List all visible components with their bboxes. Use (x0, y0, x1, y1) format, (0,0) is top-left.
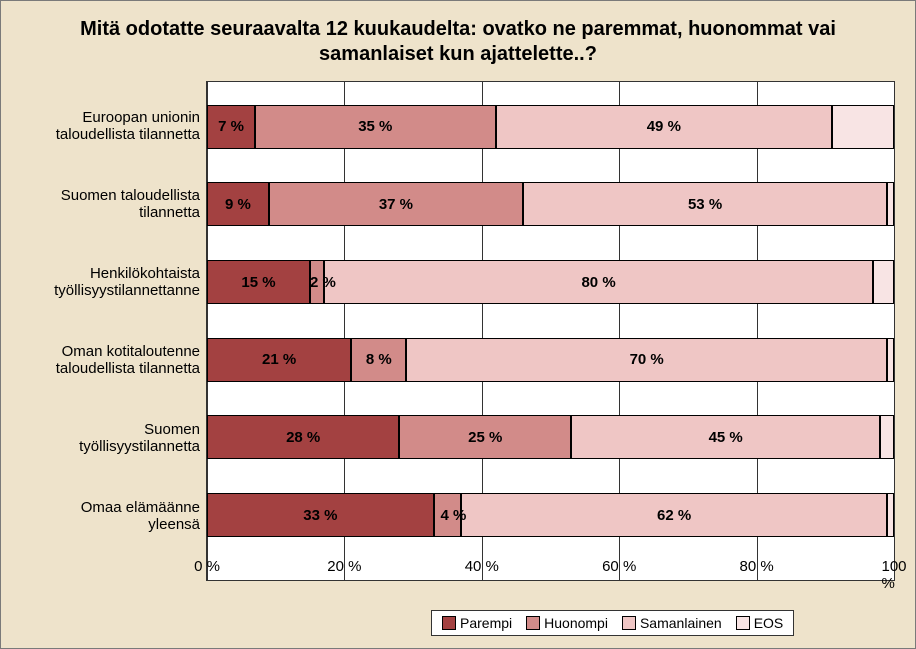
y-axis-label: Omaa elämäänneyleensä (21, 499, 206, 534)
legend: Parempi Huonompi Samanlainen EOS (431, 610, 794, 636)
bar-segment-samanlainen: 62 % (461, 493, 887, 537)
bar-segment-value: 35 % (358, 118, 392, 135)
bar-segment-value: 45 % (709, 429, 743, 446)
y-axis-labels: Euroopan unionintaloudellista tilannetta… (21, 81, 206, 581)
legend-swatch (442, 616, 456, 630)
bar-segment-value: 8 % (366, 351, 392, 368)
bar-segment-parempi: 28 % (207, 415, 399, 459)
y-axis-label: Henkilökohtaistatyöllisyystilannettanne (21, 265, 206, 300)
x-axis-tick: 60 % (602, 558, 636, 575)
bar-segment-value: 4 % (441, 507, 467, 524)
bar-segment-eos (832, 105, 894, 149)
bar-segment-huonompi: 35 % (255, 105, 495, 149)
bar-segment-samanlainen: 53 % (523, 182, 887, 226)
bar-segment-parempi: 21 % (207, 338, 351, 382)
x-axis-tick: 100 % (881, 558, 906, 592)
legend-item-samanlainen: Samanlainen (622, 615, 722, 631)
y-axis-label: Oman kotitaloutennetaloudellista tilanne… (21, 343, 206, 378)
bar-segment-value: 28 % (286, 429, 320, 446)
bar-segment-samanlainen: 49 % (496, 105, 833, 149)
bar-segment-eos (887, 338, 894, 382)
x-axis-tick: 0 % (194, 558, 220, 575)
gridline (894, 82, 895, 580)
legend-item-eos: EOS (736, 615, 784, 631)
bar-segment-value: 53 % (688, 196, 722, 213)
bar-segment-samanlainen: 45 % (571, 415, 880, 459)
bar-segment-value: 9 % (225, 196, 251, 213)
legend-label: EOS (754, 615, 784, 631)
bar-segment-eos (887, 182, 894, 226)
x-axis-tick: 80 % (739, 558, 773, 575)
bar-segment-value: 80 % (581, 274, 615, 291)
y-axis-label: Suomentyöllisyystilannetta (21, 421, 206, 456)
legend-label: Huonompi (544, 615, 608, 631)
bar-segment-value: 62 % (657, 507, 691, 524)
bar-segment-value: 70 % (630, 351, 664, 368)
bar-row: 7 % 35 % 49 % (207, 105, 894, 149)
bar-segment-parempi: 9 % (207, 182, 269, 226)
bar-segment-value: 15 % (241, 274, 275, 291)
bar-segment-value: 25 % (468, 429, 502, 446)
bar-segment-huonompi: 25 % (399, 415, 571, 459)
legend-label: Parempi (460, 615, 512, 631)
plot: Euroopan unionintaloudellista tilannetta… (21, 81, 895, 581)
chart-panel: Mitä odotatte seuraavalta 12 kuukaudelta… (0, 0, 916, 649)
bar-segment-value: 49 % (647, 118, 681, 135)
bar-segment-value: 37 % (379, 196, 413, 213)
bar-segment-samanlainen: 80 % (324, 260, 874, 304)
bar-segment-value: 33 % (303, 507, 337, 524)
y-axis-label: Suomen taloudellistatilannetta (21, 187, 206, 222)
legend-swatch (622, 616, 636, 630)
bar-row: 28 % 25 % 45 % (207, 415, 894, 459)
bar-segment-parempi: 7 % (207, 105, 255, 149)
bar-row: 9 % 37 % 53 % (207, 182, 894, 226)
bar-segment-eos (873, 260, 894, 304)
y-axis-label: Euroopan unionintaloudellista tilannetta (21, 109, 206, 144)
bar-segment-huonompi: 37 % (269, 182, 523, 226)
bar-segment-parempi: 15 % (207, 260, 310, 304)
bar-row: 15 % 2 % 80 % (207, 260, 894, 304)
bar-segment-value: 21 % (262, 351, 296, 368)
x-axis: 0 %20 %40 %60 %80 %100 % (207, 554, 894, 580)
legend-item-parempi: Parempi (442, 615, 512, 631)
legend-swatch (736, 616, 750, 630)
plot-area: 7 % 35 % 49 % 9 % 37 % 53 % 15 % 2 % 80 % 21 % 8 %… (206, 81, 895, 581)
legend-item-huonompi: Huonompi (526, 615, 608, 631)
bar-segment-parempi: 33 % (207, 493, 434, 537)
bar-row: 33 % 4 % 62 % (207, 493, 894, 537)
bar-segment-value: 2 % (310, 274, 336, 291)
bar-segment-eos (880, 415, 894, 459)
bar-segment-samanlainen: 70 % (406, 338, 887, 382)
bar-segment-huonompi: 2 % (310, 260, 324, 304)
x-axis-tick: 20 % (327, 558, 361, 575)
legend-swatch (526, 616, 540, 630)
bar-segment-huonompi: 8 % (351, 338, 406, 382)
bar-row: 21 % 8 % 70 % (207, 338, 894, 382)
bar-segment-huonompi: 4 % (434, 493, 461, 537)
chart-title: Mitä odotatte seuraavalta 12 kuukaudelta… (21, 17, 895, 67)
legend-label: Samanlainen (640, 615, 722, 631)
bar-segment-eos (887, 493, 894, 537)
x-axis-tick: 40 % (465, 558, 499, 575)
bars-container: 7 % 35 % 49 % 9 % 37 % 53 % 15 % 2 % 80 % 21 % 8 %… (207, 82, 894, 580)
bar-segment-value: 7 % (218, 118, 244, 135)
